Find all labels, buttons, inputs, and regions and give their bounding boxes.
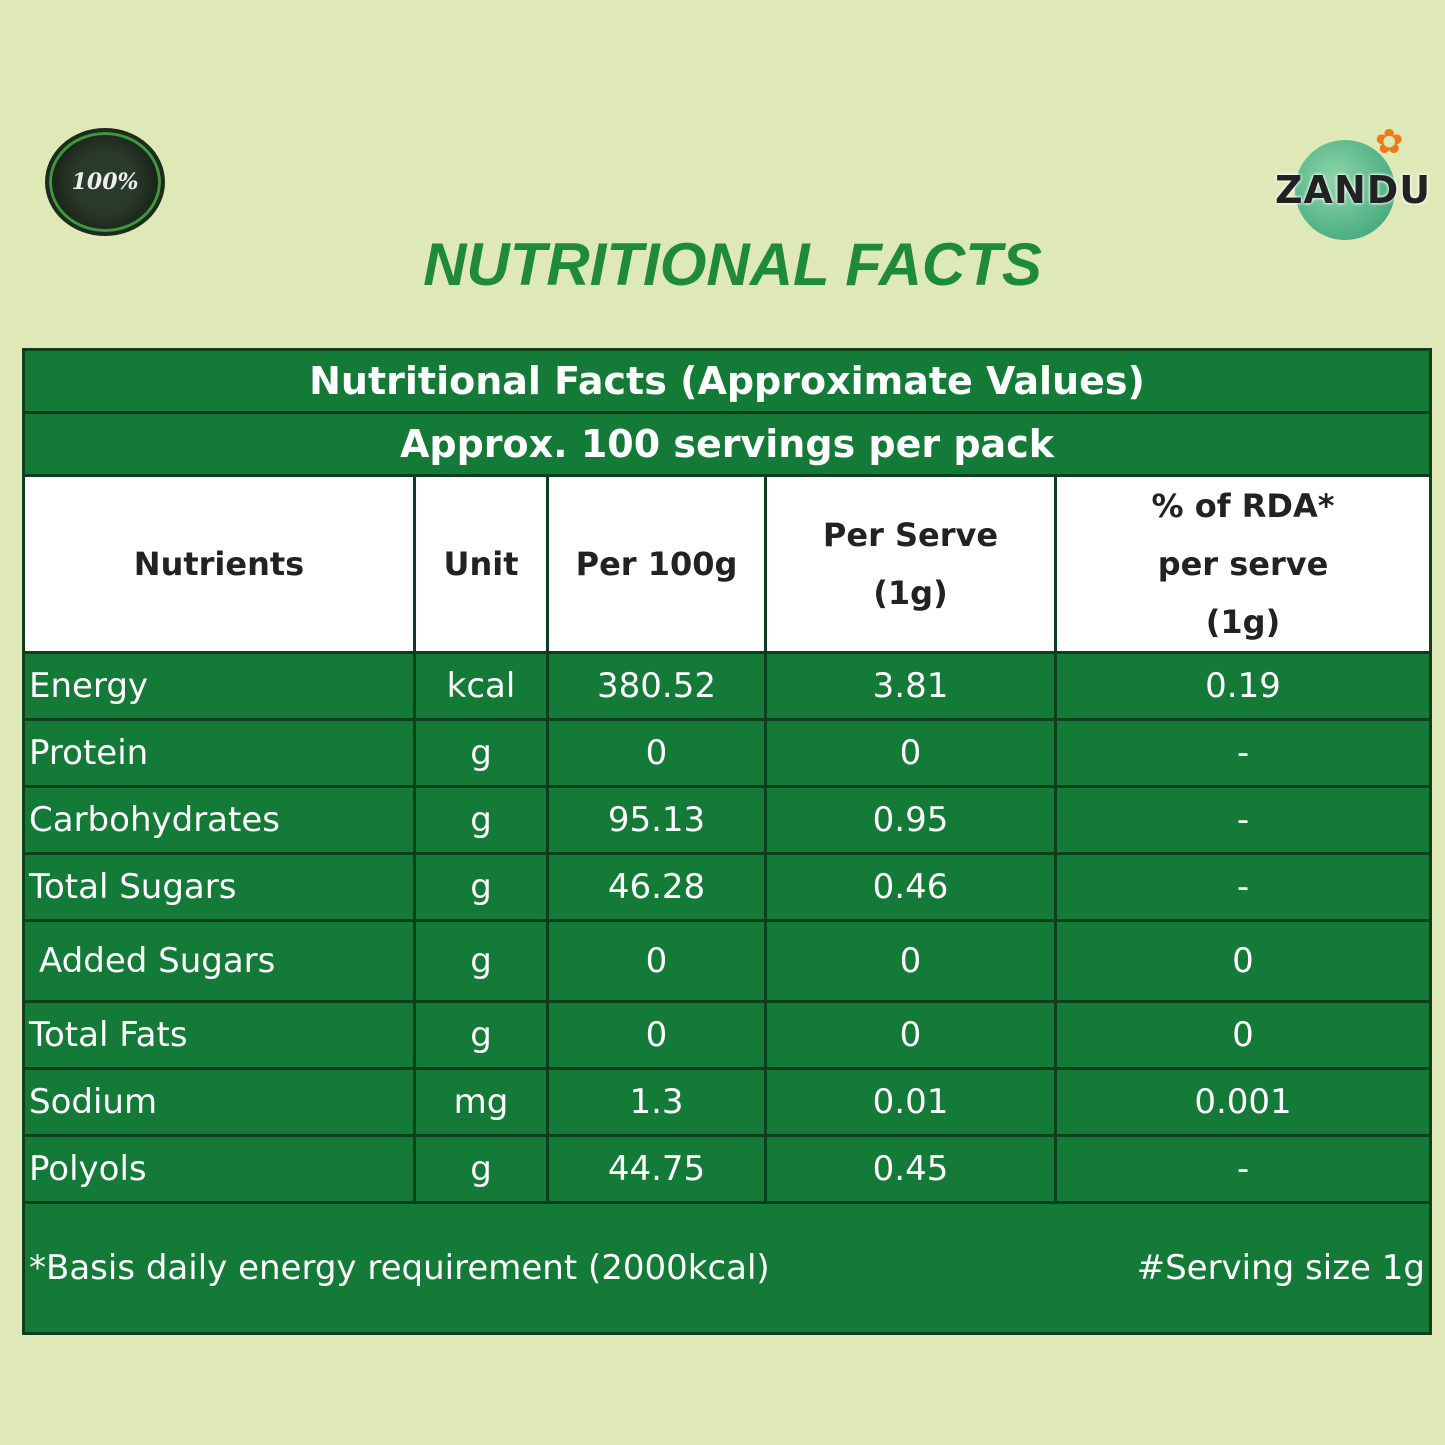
per-100g: 95.13 <box>546 785 767 855</box>
rda-percent: - <box>1054 718 1432 788</box>
header-rda: % of RDA* per serve (1g) <box>1054 474 1432 654</box>
header-unit: Unit <box>413 474 549 654</box>
table-subcaption: Approx. 100 servings per pack <box>22 411 1432 477</box>
unit: g <box>413 785 549 855</box>
nutrient-name: Protein <box>22 718 416 788</box>
footnote-energy: *Basis daily energy requirement (2000kca… <box>29 1248 770 1288</box>
per-serve: 0.46 <box>764 852 1057 922</box>
header-per-100g: Per 100g <box>546 474 767 654</box>
per-serve: 0 <box>764 718 1057 788</box>
per-serve: 3.81 <box>764 651 1057 721</box>
per-100g: 44.75 <box>546 1134 767 1204</box>
per-100g: 380.52 <box>546 651 767 721</box>
table-row: Polyols g 44.75 0.45- <box>22 1134 1432 1204</box>
unit: g <box>413 718 549 788</box>
page-title: NUTRITIONAL FACTS <box>423 231 1042 298</box>
rda-percent: 0 <box>1054 919 1432 1003</box>
unit: g <box>413 852 549 922</box>
header-nutrients: Nutrients <box>22 474 416 654</box>
table-row: Total Sugars g 46.28 0.46- <box>22 852 1432 922</box>
vegetarian-badge: 100% <box>45 128 165 236</box>
unit: g <box>413 1000 549 1070</box>
rda-percent: - <box>1054 785 1432 855</box>
unit: g <box>413 1134 549 1204</box>
per-serve: 0 <box>764 1000 1057 1070</box>
rda-percent: 0 <box>1054 1000 1432 1070</box>
rda-percent: - <box>1054 852 1432 922</box>
logo-text: ZANDU <box>1275 168 1432 212</box>
rda-percent: 0.001 <box>1054 1067 1432 1137</box>
rda-percent: 0.19 <box>1054 651 1432 721</box>
per-serve: 0.95 <box>764 785 1057 855</box>
unit: kcal <box>413 651 549 721</box>
table-footer: *Basis daily energy requirement (2000kca… <box>22 1201 1432 1335</box>
butterfly-icon: ✿ <box>1375 122 1404 162</box>
nutrient-name: Carbohydrates <box>22 785 416 855</box>
per-100g: 0 <box>546 1000 767 1070</box>
per-100g: 46.28 <box>546 852 767 922</box>
nutrition-table: Nutritional Facts (Approximate Values) A… <box>22 348 1432 1335</box>
nutrient-name: Energy <box>22 651 416 721</box>
per-100g: 0 <box>546 718 767 788</box>
unit: g <box>413 919 549 1003</box>
globe-icon <box>1295 140 1395 240</box>
table-row: Carbohydrates g 95.13 0.95- <box>22 785 1432 855</box>
badge-text: 100% <box>71 169 139 195</box>
per-serve: 0.45 <box>764 1134 1057 1204</box>
nutrient-name: Added Sugars <box>22 919 416 1003</box>
unit: mg <box>413 1067 549 1137</box>
header-per-serve: Per Serve (1g) <box>764 474 1057 654</box>
nutrient-name: Total Fats <box>22 1000 416 1070</box>
nutrient-name: Polyols <box>22 1134 416 1204</box>
table-row: Energy kcal 380.52 3.81 0.19 <box>22 651 1432 721</box>
table-row: Sodium mg 1.3 0.01 0.001 <box>22 1067 1432 1137</box>
table-row: Total Fats g 0 0 0 <box>22 1000 1432 1070</box>
table-caption: Nutritional Facts (Approximate Values) <box>22 348 1432 414</box>
per-100g: 0 <box>546 919 767 1003</box>
footnote-serving: #Serving size 1g <box>1136 1248 1425 1288</box>
rda-percent: - <box>1054 1134 1432 1204</box>
per-100g: 1.3 <box>546 1067 767 1137</box>
nutrient-name: Total Sugars <box>22 852 416 922</box>
table-row: Protein g 0 0- <box>22 718 1432 788</box>
table-row: Added Sugars g 0 0 0 <box>22 919 1432 1003</box>
nutrient-name: Sodium <box>22 1067 416 1137</box>
per-serve: 0 <box>764 919 1057 1003</box>
zandu-logo: ✿ ZANDU <box>1275 120 1430 245</box>
per-serve: 0.01 <box>764 1067 1057 1137</box>
